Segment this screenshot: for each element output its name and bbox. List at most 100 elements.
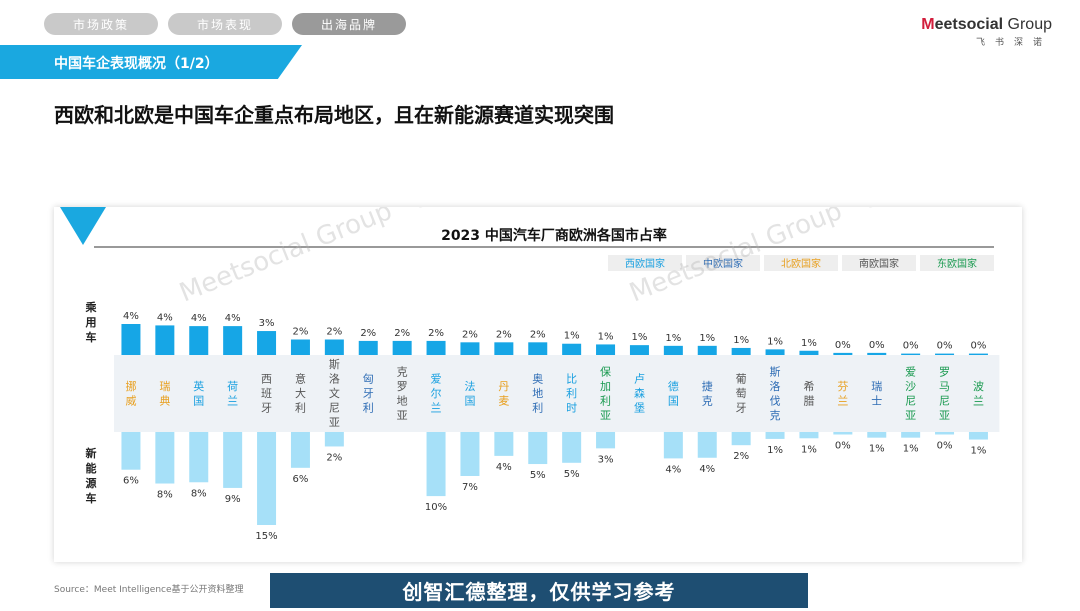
category-label: 瑞 — [871, 379, 882, 393]
category-label: 爱 — [905, 365, 916, 378]
category-label: 腊 — [803, 394, 814, 407]
watermark-text: Meetsocial Group 飞书深诺 — [175, 207, 500, 308]
data-label-passenger: 2% — [326, 327, 342, 338]
data-label-nev: 6% — [123, 476, 139, 487]
market-share-chart: 2023 中国汽车厂商欧洲各国市占率 西欧国家 中欧国家 北欧国家 南欧国家 东欧国家 … — [60, 154, 1000, 542]
data-label-nev: 0% — [835, 441, 851, 452]
data-label-passenger: 1% — [598, 331, 614, 342]
data-label-passenger: 1% — [733, 335, 749, 346]
category-label: 士 — [871, 394, 882, 407]
category-label: 意 — [295, 372, 306, 386]
legend-entry: 中欧国家 — [703, 257, 743, 270]
category-label: 森 — [634, 386, 645, 400]
legend-entry: 西欧国家 — [625, 257, 665, 270]
bar-passenger — [290, 339, 310, 355]
category-label: 罗 — [939, 365, 950, 378]
tab-market-performance[interactable]: 市场表现 — [168, 13, 282, 35]
bar-passenger — [223, 326, 243, 355]
row-label-char: 用 — [86, 316, 97, 329]
data-label-passenger: 2% — [496, 329, 512, 340]
row-label-char: 乘 — [85, 300, 98, 314]
data-label-passenger: 0% — [835, 340, 851, 351]
category-label: 克 — [702, 394, 713, 407]
data-label-nev: 2% — [326, 452, 342, 463]
data-label-passenger: 1% — [767, 336, 783, 347]
tab-overseas-brands[interactable]: 出海品牌 — [292, 13, 406, 35]
chart-legend: 西欧国家 中欧国家 北欧国家 南欧国家 东欧国家 — [608, 255, 994, 271]
category-label: 地 — [532, 387, 543, 400]
source-note: Source：Meet Intelligence基于公开资料整理 — [54, 585, 244, 595]
category-label: 利 — [363, 402, 374, 415]
bar-passenger — [155, 325, 175, 355]
bar-nev — [290, 432, 310, 468]
row-label-char: 能 — [86, 461, 97, 475]
chart-panel: 2023 中国汽车厂商欧洲各国市占率 西欧国家 中欧国家 北欧国家 南欧国家 东欧国家 … — [54, 154, 1022, 562]
category-label: 挪 — [125, 379, 136, 393]
bar-passenger — [867, 352, 887, 355]
bar-nev — [460, 432, 480, 476]
data-label-nev: 3% — [598, 454, 614, 465]
category-label: 典 — [159, 393, 170, 407]
bar-passenger — [257, 331, 277, 355]
bar-nev — [935, 432, 955, 435]
category-label: 保 — [600, 364, 611, 378]
data-label-passenger: 0% — [903, 341, 919, 352]
legend-box — [686, 255, 760, 271]
data-label-passenger: 0% — [869, 340, 885, 351]
data-label-nev: 4% — [699, 464, 715, 475]
category-label: 文 — [329, 386, 340, 400]
bar-passenger — [494, 342, 514, 355]
category-label: 牙 — [363, 387, 374, 400]
bar-passenger — [528, 342, 548, 355]
bar-nev — [426, 432, 446, 497]
category-label: 利 — [566, 387, 577, 400]
category-label: 芬 — [837, 380, 848, 393]
data-label-passenger: 2% — [462, 329, 478, 340]
bar-nev — [867, 432, 887, 438]
data-label-passenger: 4% — [123, 311, 139, 322]
category-label: 亚 — [905, 409, 916, 422]
row-label-passenger-group: 乘用车 — [85, 300, 98, 344]
bar-passenger — [629, 345, 649, 355]
bar-nev — [257, 432, 277, 525]
bar-passenger — [663, 345, 683, 355]
category-label: 英 — [193, 379, 204, 393]
bar-nev — [901, 432, 921, 438]
data-label-passenger: 1% — [564, 331, 580, 342]
category-label: 马 — [939, 380, 950, 393]
bar-passenger — [765, 349, 785, 355]
data-label-passenger: 4% — [191, 313, 207, 324]
data-label-nev: 8% — [157, 490, 173, 501]
data-label-passenger: 0% — [971, 341, 987, 352]
tab-market-policy[interactable]: 市场政策 — [44, 13, 158, 35]
data-label-passenger: 1% — [632, 332, 648, 343]
bar-nev — [121, 432, 141, 470]
category-label: 克 — [397, 365, 408, 378]
bar-passenger — [426, 340, 446, 355]
row-label-char: 新 — [86, 446, 97, 460]
data-label-passenger: 2% — [360, 328, 376, 339]
page-headline: 西欧和北欧是中国车企重点布局地区，且在新能源赛道实现突围 — [54, 103, 614, 127]
data-label-passenger: 4% — [157, 312, 173, 323]
data-label-nev: 6% — [293, 474, 309, 485]
category-label: 洛 — [329, 372, 340, 386]
category-label: 斯 — [329, 358, 340, 371]
legend-box — [842, 255, 916, 271]
bar-nev — [663, 432, 683, 459]
category-label: 爱 — [431, 373, 442, 386]
legend-box — [764, 255, 838, 271]
category-label: 希 — [803, 379, 814, 393]
footer-banner: 创智汇德整理，仅供学习参考 — [270, 573, 808, 608]
data-label-nev: 10% — [425, 502, 447, 513]
data-label-nev: 4% — [496, 462, 512, 473]
bar-passenger — [358, 340, 378, 355]
corner-triangle-icon — [60, 207, 106, 245]
category-label: 克 — [770, 409, 781, 422]
bar-passenger — [324, 339, 344, 355]
legend-box — [608, 255, 682, 271]
category-label: 亚 — [939, 409, 950, 422]
data-label-nev: 1% — [971, 446, 987, 457]
category-label: 萄 — [736, 387, 747, 400]
data-label-passenger: 1% — [801, 338, 817, 349]
legend-box — [920, 255, 994, 271]
